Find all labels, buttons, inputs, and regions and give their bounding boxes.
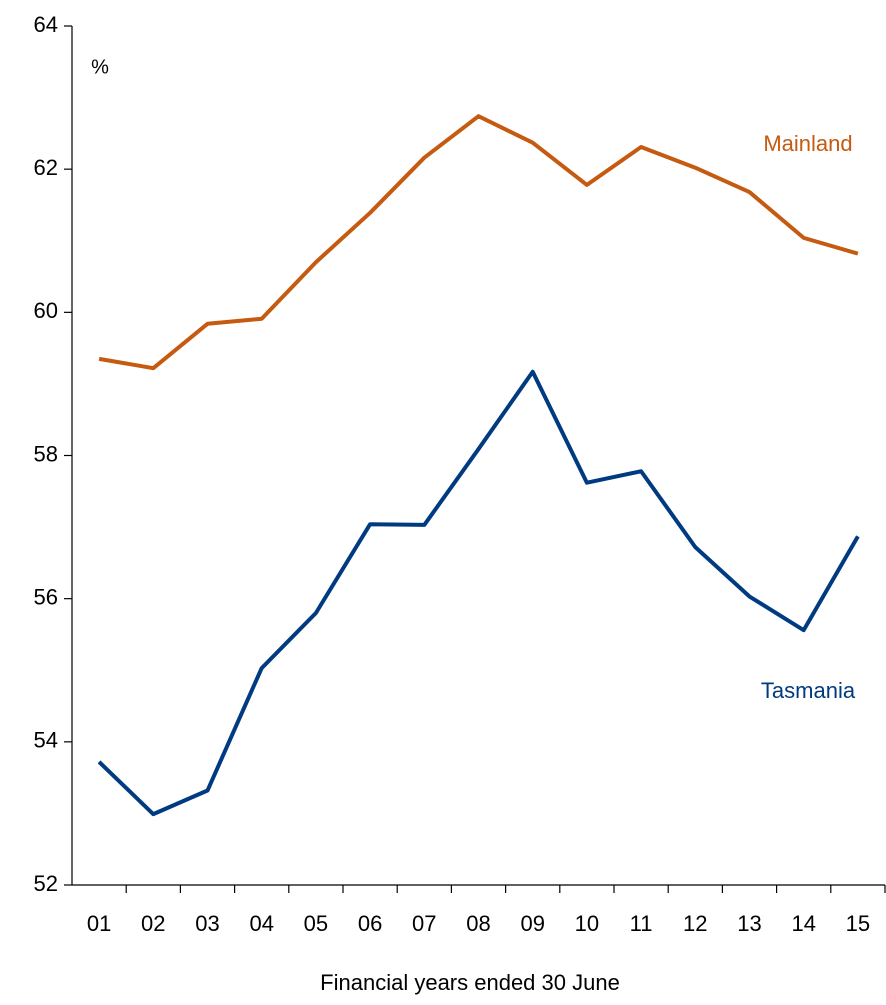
x-tick-label: 04 bbox=[249, 911, 273, 936]
y-tick-label: 58 bbox=[34, 441, 58, 466]
x-tick-label: 09 bbox=[520, 911, 544, 936]
series-label: Tasmania bbox=[761, 678, 856, 703]
x-tick-label: 12 bbox=[683, 911, 707, 936]
x-tick-label: 03 bbox=[195, 911, 219, 936]
y-tick-label: 56 bbox=[34, 584, 58, 609]
x-tick-label: 11 bbox=[630, 911, 653, 936]
x-tick-label: 08 bbox=[466, 911, 490, 936]
x-tick-label: 02 bbox=[141, 911, 165, 936]
y-tick-label: 54 bbox=[34, 728, 58, 753]
series-label: Mainland bbox=[763, 131, 852, 156]
y-tick-label: 52 bbox=[34, 871, 58, 896]
series-line bbox=[98, 114, 859, 371]
unit-label: % bbox=[91, 56, 109, 78]
x-tick-label: 14 bbox=[791, 911, 815, 936]
x-tick-label: 15 bbox=[846, 911, 870, 936]
x-tick-label: 06 bbox=[358, 911, 382, 936]
series-line bbox=[97, 369, 860, 817]
x-tick-label: 13 bbox=[737, 911, 761, 936]
y-tick-label: 60 bbox=[34, 298, 58, 323]
y-tick-label: 62 bbox=[34, 155, 58, 180]
x-tick-label: 07 bbox=[412, 911, 436, 936]
x-axis-title: Financial years ended 30 June bbox=[320, 970, 620, 995]
x-tick-label: 10 bbox=[575, 911, 599, 936]
y-tick-label: 64 bbox=[34, 12, 58, 37]
x-tick-label: 01 bbox=[87, 911, 111, 936]
x-tick-label: 05 bbox=[304, 911, 328, 936]
